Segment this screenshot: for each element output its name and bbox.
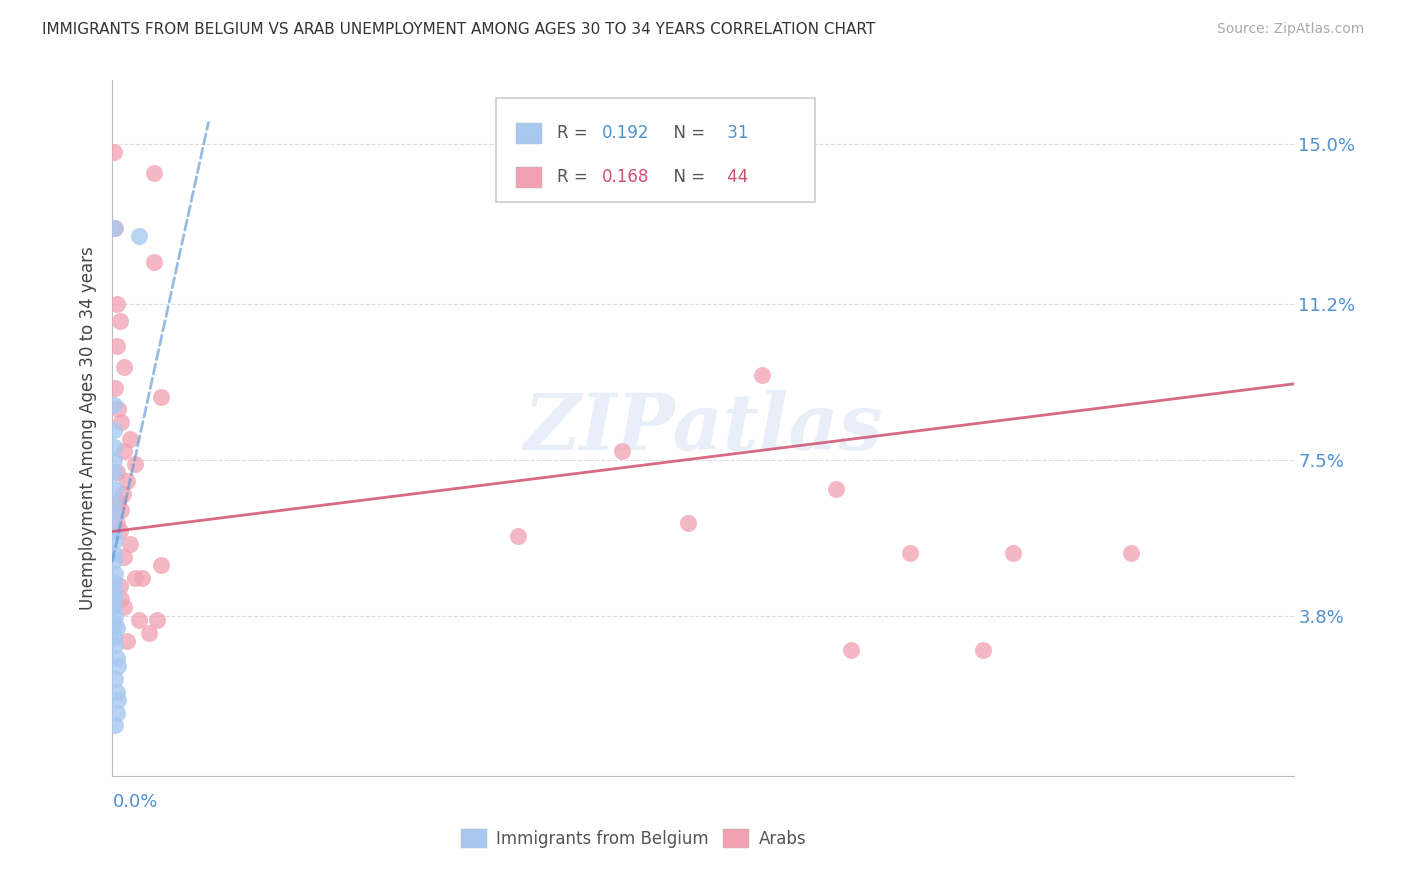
- Point: [104, 483, 127, 497]
- Text: 0.168: 0.168: [602, 168, 648, 186]
- Point: [124, 571, 146, 585]
- Point: [112, 600, 135, 615]
- Point: [112, 549, 135, 564]
- Point: [104, 617, 127, 632]
- Point: [751, 368, 773, 383]
- Text: R =: R =: [557, 168, 592, 186]
- FancyBboxPatch shape: [461, 829, 486, 848]
- Point: [107, 495, 129, 509]
- Point: [103, 591, 125, 606]
- Point: [103, 423, 125, 437]
- Point: [120, 432, 142, 446]
- Point: [105, 622, 128, 636]
- Text: ZIPatlas: ZIPatlas: [523, 390, 883, 467]
- Point: [824, 483, 846, 497]
- Point: [104, 608, 127, 623]
- Point: [103, 495, 125, 509]
- Point: [150, 390, 173, 404]
- Point: [1001, 545, 1024, 559]
- Point: [104, 638, 127, 652]
- Point: [105, 339, 128, 353]
- Point: [128, 229, 150, 244]
- Point: [111, 486, 134, 500]
- Point: [142, 166, 165, 180]
- Point: [973, 642, 995, 657]
- Point: [146, 613, 169, 627]
- Point: [110, 591, 132, 606]
- Point: [108, 524, 131, 539]
- Point: [104, 718, 127, 732]
- Text: 0.192: 0.192: [602, 124, 650, 143]
- Point: [610, 444, 633, 458]
- Point: [103, 440, 125, 454]
- Point: [105, 706, 128, 720]
- Point: [508, 529, 530, 543]
- Point: [103, 398, 125, 412]
- Point: [105, 516, 128, 530]
- Point: [103, 466, 125, 480]
- Point: [112, 359, 135, 374]
- Point: [103, 452, 125, 467]
- Point: [103, 220, 125, 235]
- Point: [150, 558, 173, 573]
- Point: [104, 672, 127, 686]
- Text: Arabs: Arabs: [758, 830, 806, 847]
- Point: [103, 575, 125, 590]
- Point: [1119, 545, 1142, 559]
- Point: [107, 693, 129, 707]
- Point: [105, 297, 128, 311]
- Point: [103, 145, 125, 159]
- Text: IMMIGRANTS FROM BELGIUM VS ARAB UNEMPLOYMENT AMONG AGES 30 TO 34 YEARS CORRELATI: IMMIGRANTS FROM BELGIUM VS ARAB UNEMPLOY…: [42, 22, 876, 37]
- FancyBboxPatch shape: [516, 123, 543, 144]
- Text: Source: ZipAtlas.com: Source: ZipAtlas.com: [1216, 22, 1364, 37]
- FancyBboxPatch shape: [723, 829, 749, 848]
- Point: [104, 583, 127, 598]
- Point: [104, 220, 127, 235]
- Point: [117, 474, 138, 488]
- Point: [103, 630, 125, 644]
- Point: [105, 466, 128, 480]
- Point: [103, 600, 125, 615]
- FancyBboxPatch shape: [496, 98, 815, 202]
- Text: 31: 31: [721, 124, 748, 143]
- Point: [112, 444, 135, 458]
- Point: [104, 533, 127, 547]
- Text: Immigrants from Belgium: Immigrants from Belgium: [496, 830, 709, 847]
- Point: [124, 457, 146, 471]
- Point: [103, 554, 125, 568]
- Point: [138, 625, 160, 640]
- Point: [105, 651, 128, 665]
- Y-axis label: Unemployment Among Ages 30 to 34 years: Unemployment Among Ages 30 to 34 years: [79, 246, 97, 610]
- Point: [104, 381, 127, 395]
- Point: [128, 613, 150, 627]
- Point: [898, 545, 921, 559]
- Point: [107, 402, 129, 417]
- Point: [839, 642, 862, 657]
- Point: [108, 579, 131, 593]
- Point: [103, 545, 125, 559]
- Point: [142, 254, 165, 268]
- Point: [110, 503, 132, 517]
- Point: [108, 313, 131, 327]
- Point: [107, 659, 129, 673]
- Point: [117, 634, 138, 648]
- Point: [131, 571, 153, 585]
- Text: 0.0%: 0.0%: [112, 794, 157, 812]
- Point: [678, 516, 700, 530]
- Text: R =: R =: [557, 124, 592, 143]
- Point: [120, 537, 142, 551]
- Point: [110, 415, 132, 429]
- Text: N =: N =: [662, 168, 710, 186]
- Point: [105, 684, 128, 698]
- Point: [103, 524, 125, 539]
- Text: 44: 44: [721, 168, 748, 186]
- Point: [103, 508, 125, 522]
- Point: [104, 566, 127, 581]
- FancyBboxPatch shape: [516, 167, 543, 187]
- Text: N =: N =: [662, 124, 710, 143]
